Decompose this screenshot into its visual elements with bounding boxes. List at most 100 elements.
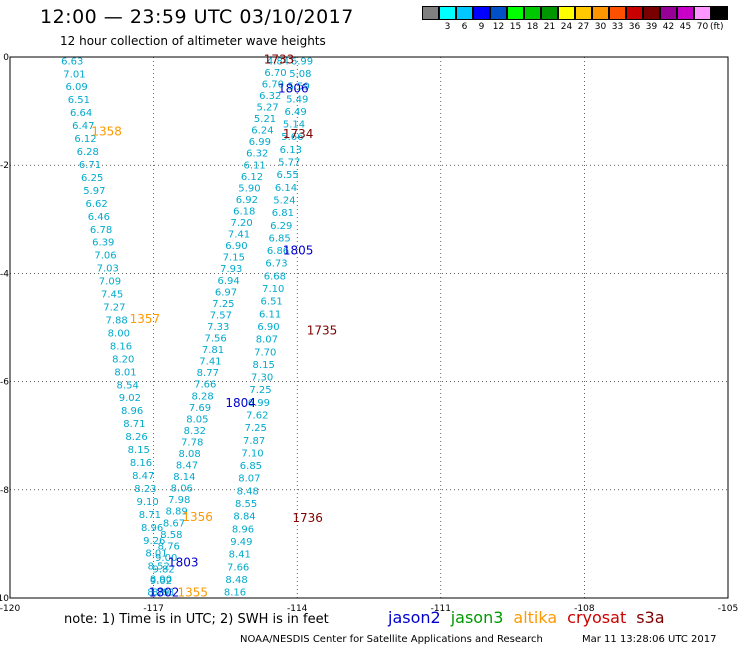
swh-data-point: 8.96 (232, 524, 254, 535)
swh-data-point: 8.14 (173, 472, 195, 483)
pass-time-label: 1802 (149, 586, 180, 600)
swh-data-point: 8.16 (110, 341, 132, 352)
swh-data-point: 7.88 (105, 315, 127, 326)
color-scale-unit: (ft) (710, 22, 724, 32)
swh-data-point: 6.49 (284, 107, 306, 118)
legend-entry-jason3: jason3 (450, 608, 504, 627)
swh-data-point: 8.23 (134, 484, 156, 495)
swh-data-point: 7.20 (231, 218, 253, 229)
swh-data-point: 6.63 (61, 56, 83, 67)
swh-data-point: 9.10 (137, 497, 159, 508)
swh-data-point: 6.97 (215, 287, 237, 298)
swh-data-point: 8.55 (235, 499, 257, 510)
swh-data-point: 8.01 (145, 549, 167, 560)
swh-data-point: 7.98 (168, 495, 190, 506)
swh-data-point: 9.00 (155, 553, 177, 564)
legend-entry-s3a: s3a (636, 608, 665, 627)
swh-data-point: 6.90 (257, 322, 279, 333)
swh-data-point: 8.06 (171, 484, 193, 495)
swh-data-point: 7.81 (202, 345, 224, 356)
swh-data-point: 7.09 (99, 277, 121, 288)
swh-data-point: 7.56 (204, 334, 226, 345)
swh-data-point: 6.32 (246, 149, 268, 160)
swh-data-point: 8.71 (139, 510, 161, 521)
swh-data-point: 8.71 (123, 419, 145, 430)
swh-data-point: 6.24 (251, 126, 273, 137)
y-tick-label: -10 (0, 594, 9, 604)
color-scale-swatch (609, 6, 626, 20)
swh-data-point: 9.02 (150, 576, 172, 587)
color-scale-label: 27 (577, 22, 590, 32)
swh-data-point: 6.32 (259, 91, 281, 102)
swh-data-point: 7.93 (220, 264, 242, 275)
swh-data-point: 6.11 (244, 160, 266, 171)
pass-time-label: 1805 (283, 244, 314, 258)
color-scale-swatch (422, 6, 439, 20)
color-scale-swatch (711, 6, 728, 20)
swh-data-point: 8.16 (130, 458, 152, 469)
swh-data-point: 7.25 (245, 423, 267, 434)
color-scale-swatch (660, 6, 677, 20)
swh-data-point: 5.90 (238, 183, 260, 194)
swh-data-point: 5.66 (281, 132, 303, 143)
pass-time-label: 1355 (178, 586, 209, 600)
swh-data-point: 8.41 (229, 550, 251, 561)
pass-time-label: 1734 (283, 127, 314, 141)
color-scale-label: 33 (611, 22, 624, 32)
swh-data-point: 8.54 (117, 380, 139, 391)
swh-data-point: 6.99 (248, 398, 270, 409)
swh-data-point: 8.89 (165, 507, 187, 518)
swh-data-point: 6.70 (262, 79, 284, 90)
swh-data-point: 6.78 (90, 225, 112, 236)
y-tick-label: -2 (0, 161, 9, 171)
swh-data-point: 7.57 (210, 310, 232, 321)
swh-data-point: 7.27 (103, 303, 125, 314)
swh-data-point: 8.16 (224, 588, 246, 599)
swh-data-point: 5.49 (286, 94, 308, 105)
swh-data-point: 6.55 (276, 170, 298, 181)
swh-data-point: 6.71 (79, 160, 101, 171)
swh-data-point: 8.96 (121, 406, 143, 417)
swh-data-point: 6.12 (74, 134, 96, 145)
pass-time-label: 1358 (91, 125, 122, 139)
color-scale-label: 39 (645, 22, 658, 32)
color-scale-label: 45 (679, 22, 692, 32)
swh-data-point: 6.13 (280, 145, 302, 156)
color-scale-swatch (558, 6, 575, 20)
color-scale-bar: 3 6 9 12 15 18 21 24 27 30 33 36 39 42 45 70 (ft) (422, 6, 728, 36)
swh-data-point: 6.85 (240, 461, 262, 472)
color-scale-swatch (490, 6, 507, 20)
credit-line: NOAA/NESDIS Center for Satellite Applica… (240, 634, 543, 645)
swh-data-point: 8.00 (108, 328, 130, 339)
swh-data-point: 8.07 (256, 335, 278, 346)
legend-entry-jason2: jason2 (388, 608, 441, 627)
pass-time-label: 1357 (130, 312, 161, 326)
swh-data-point: 7.66 (194, 380, 216, 391)
swh-data-point: 8.67 (163, 518, 185, 529)
swh-data-point: 7.66 (227, 562, 249, 573)
swh-data-point: 8.48 (237, 486, 259, 497)
color-scale-swatch (694, 6, 711, 20)
swh-data-point: 8.77 (197, 368, 219, 379)
swh-data-point: 9.49 (230, 537, 252, 548)
swh-data-point: 8.32 (184, 426, 206, 437)
swh-data-point: 8.15 (253, 360, 275, 371)
swh-data-point: 5.77 (278, 158, 300, 169)
swh-data-point: 9.82 (152, 564, 174, 575)
color-scale-label: 70 (696, 22, 709, 32)
swh-data-point: 6.99 (249, 137, 271, 148)
pass-time-label: 1736 (292, 511, 323, 525)
color-scale-label: 18 (526, 22, 539, 32)
units-note: note: 1) Time is in UTC; 2) SWH is in fe… (64, 612, 329, 627)
swh-data-point: 6.90 (225, 241, 247, 252)
swh-data-point: 7.62 (246, 411, 268, 422)
swh-data-point: 6.14 (275, 183, 297, 194)
swh-data-point: 6.92 (236, 195, 258, 206)
swh-data-point: 6.09 (66, 82, 88, 93)
swh-data-point: 6.99 (291, 56, 313, 67)
color-scale-swatch (473, 6, 490, 20)
swh-data-point: 8.79 (147, 588, 169, 599)
swh-data-point: 8.15 (128, 445, 150, 456)
